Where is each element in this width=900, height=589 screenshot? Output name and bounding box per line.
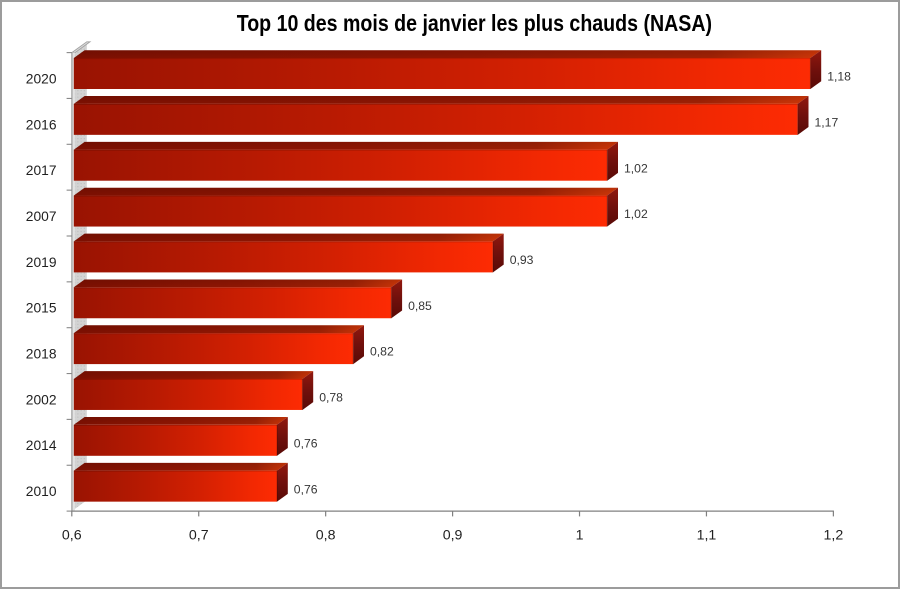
svg-text:0,7: 0,7 — [189, 528, 209, 544]
svg-text:0,76: 0,76 — [294, 482, 318, 496]
svg-text:1,18: 1,18 — [827, 70, 851, 84]
svg-text:0,82: 0,82 — [370, 345, 394, 359]
svg-text:1,17: 1,17 — [815, 115, 839, 129]
svg-text:0,8: 0,8 — [316, 528, 336, 544]
svg-text:2019: 2019 — [26, 255, 57, 270]
svg-text:Top 10 des mois de janvier les: Top 10 des mois de janvier les plus chau… — [237, 10, 712, 36]
svg-text:0,9: 0,9 — [443, 528, 463, 544]
svg-text:2014: 2014 — [26, 438, 57, 453]
svg-text:0,85: 0,85 — [408, 299, 432, 313]
svg-text:0,76: 0,76 — [294, 436, 318, 450]
svg-text:0,93: 0,93 — [510, 253, 534, 267]
svg-text:2020: 2020 — [26, 71, 57, 86]
svg-text:2018: 2018 — [26, 347, 57, 362]
svg-text:2002: 2002 — [26, 392, 57, 407]
svg-text:1: 1 — [576, 528, 584, 544]
svg-text:2015: 2015 — [26, 301, 57, 316]
svg-text:1,02: 1,02 — [624, 207, 648, 221]
svg-text:0,6: 0,6 — [62, 528, 82, 544]
svg-text:2016: 2016 — [26, 117, 57, 132]
svg-text:2017: 2017 — [26, 163, 57, 178]
svg-text:0,78: 0,78 — [319, 391, 343, 405]
svg-text:1,1: 1,1 — [697, 528, 717, 544]
svg-text:2010: 2010 — [26, 484, 57, 499]
svg-text:2007: 2007 — [26, 209, 57, 224]
svg-text:1,02: 1,02 — [624, 161, 648, 175]
svg-text:1,2: 1,2 — [824, 528, 844, 544]
